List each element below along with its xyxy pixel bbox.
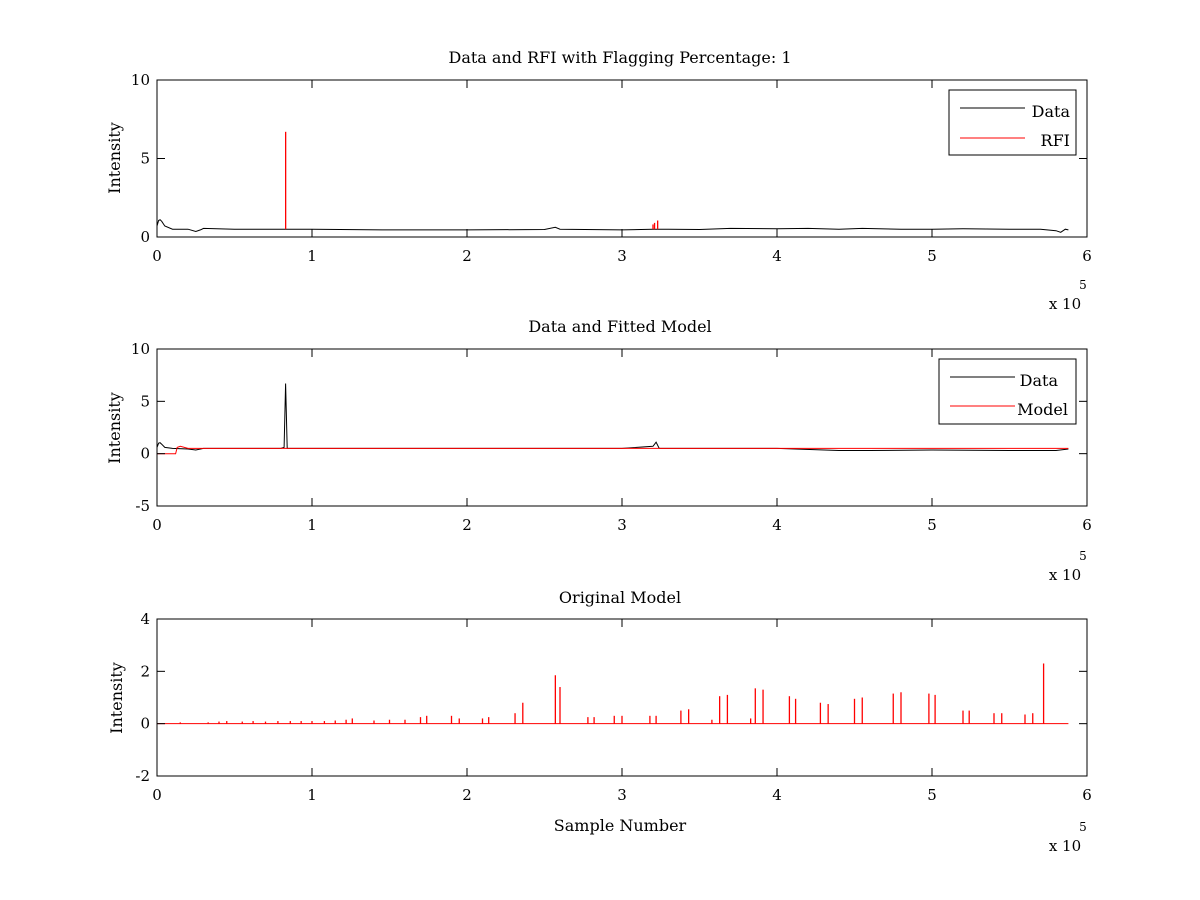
subplot-3-ylabel: Intensity xyxy=(107,662,126,734)
subplot-1-legend-data-label: Data xyxy=(1032,102,1071,121)
subplot-3-ytick-label-3: 4 xyxy=(140,610,150,628)
subplot-2: Data and Fitted Model Intensity 0 1 2 3 4 5 6 -… xyxy=(105,317,1092,584)
subplot-2-x-multiplier: x 10 xyxy=(1049,566,1081,584)
subplot-3-x-multiplier: x 10 xyxy=(1049,837,1081,855)
subplot-1-line-0 xyxy=(156,219,1069,233)
subplot-3-series-model xyxy=(157,663,1069,725)
subplot-3-title: Original Model xyxy=(559,588,681,607)
subplot-3-xtick-label-1: 1 xyxy=(307,786,317,804)
subplot-3-xtick-label-5: 5 xyxy=(927,786,937,804)
subplot-3-xtick-label-6: 6 xyxy=(1082,786,1092,804)
subplot-1-ylabel: Intensity xyxy=(105,122,124,194)
subplot-1-series-data xyxy=(156,219,1069,233)
subplot-2-xtick-label-6: 6 xyxy=(1082,516,1092,534)
subplot-2-xtick-label-3: 3 xyxy=(617,516,627,534)
subplot-3-x-multiplier-exponent: 5 xyxy=(1079,820,1087,834)
subplot-1-legend-rfi-label: RFI xyxy=(1041,131,1070,150)
subplot-3-ytick-label-2: 2 xyxy=(140,662,150,680)
subplot-2-ytick-label-3: 10 xyxy=(131,340,150,358)
subplot-2-xtick-label-2: 2 xyxy=(462,516,472,534)
subplot-1-title: Data and RFI with Flagging Percentage: 1 xyxy=(448,48,791,67)
subplot-2-ytick-label-2: 5 xyxy=(140,392,150,410)
subplot-1-x-multiplier: x 10 xyxy=(1049,295,1081,313)
subplot-3-ytick-label-0: -2 xyxy=(135,767,150,785)
subplot-1-ytick-label-1: 5 xyxy=(140,150,150,168)
subplot-1-xtick-label-3: 3 xyxy=(617,247,627,265)
subplot-1-xtick-label-6: 6 xyxy=(1082,247,1092,265)
subplot-1-ytick-label-0: 0 xyxy=(140,228,150,246)
subplot-2-xtick-label-1: 1 xyxy=(307,516,317,534)
subplot-1-legend: Data RFI xyxy=(948,89,1077,156)
subplot-2-ytick-label-0: -5 xyxy=(135,497,150,515)
subplot-3-xlabel: Sample Number xyxy=(554,816,687,835)
subplot-1: Data and RFI with Flagging Percentage: 1… xyxy=(105,48,1092,313)
subplot-1-plot-area: 0 1 2 3 4 5 6 0 5 10 xyxy=(131,71,1092,265)
subplot-1-legend-box xyxy=(948,89,1077,156)
subplot-1-xtick-label-2: 2 xyxy=(462,247,472,265)
subplot-2-line-1 xyxy=(157,445,1069,455)
subplot-2-xtick-label-0: 0 xyxy=(152,516,162,534)
subplot-2-title: Data and Fitted Model xyxy=(528,317,711,336)
subplot-1-xtick-label-0: 0 xyxy=(152,247,162,265)
subplot-2-legend-model-label: Model xyxy=(1017,400,1068,419)
subplot-3-xtick-label-0: 0 xyxy=(152,786,162,804)
subplot-1-xtick-label-4: 4 xyxy=(772,247,782,265)
subplot-1-xtick-label-1: 1 xyxy=(307,247,317,265)
subplot-2-series-model xyxy=(157,445,1069,455)
subplot-2-x-multiplier-exponent: 5 xyxy=(1079,549,1087,563)
subplot-2-legend-box xyxy=(938,358,1077,425)
subplot-1-series-rfi xyxy=(284,131,659,230)
subplot-2-xtick-label-5: 5 xyxy=(927,516,937,534)
subplot-1-x-multiplier-exponent: 5 xyxy=(1079,278,1087,292)
subplot-2-ylabel: Intensity xyxy=(105,392,124,464)
subplot-1-ytick-label-2: 10 xyxy=(131,71,150,89)
subplot-3-ytick-label-1: 0 xyxy=(140,715,150,733)
subplot-2-xtick-label-4: 4 xyxy=(772,516,782,534)
subplot-2-legend: Data Model xyxy=(938,358,1077,425)
subplot-3-xtick-label-4: 4 xyxy=(772,786,782,804)
subplot-2-ytick-label-1: 0 xyxy=(140,445,150,463)
subplot-1-xtick-label-5: 5 xyxy=(927,247,937,265)
subplot-2-legend-data-label: Data xyxy=(1020,371,1059,390)
subplot-3-xtick-label-2: 2 xyxy=(462,786,472,804)
subplot-3-xtick-label-3: 3 xyxy=(617,786,627,804)
